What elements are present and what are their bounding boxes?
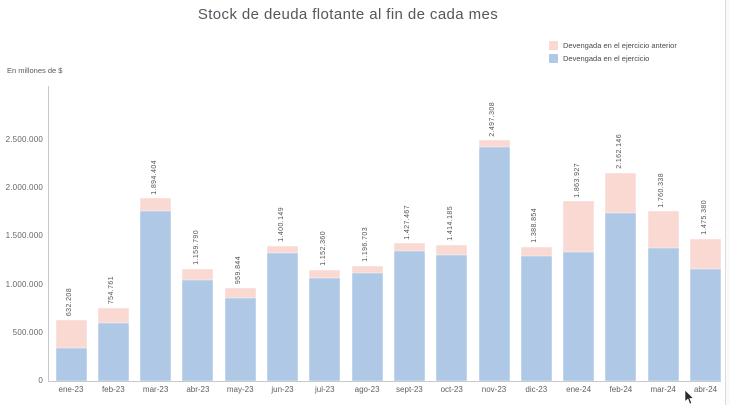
- bar-value-label: 1.475.380: [700, 200, 708, 235]
- bar-value-label: 1.400.149: [277, 207, 285, 243]
- bar-segment-ejercicio-anterior[interactable]: [309, 269, 341, 279]
- bar-segment-ejercicio[interactable]: [309, 278, 341, 381]
- legend-item[interactable]: Devengada en el ejercicio anterior: [549, 41, 677, 50]
- bar-segment-ejercicio[interactable]: [182, 280, 214, 381]
- scrollbar-track[interactable]: [725, 0, 730, 405]
- bar-segment-ejercicio-anterior[interactable]: [393, 243, 425, 252]
- bar-segment-ejercicio[interactable]: [605, 213, 637, 381]
- bar-value-label: 1.427.467: [404, 204, 412, 240]
- chart-legend: Devengada en el ejercicio anterior Deveng…: [549, 41, 677, 67]
- bar-segment-ejercicio-anterior[interactable]: [563, 201, 595, 253]
- bar-segment-ejercicio[interactable]: [267, 253, 298, 381]
- x-axis-tick-label: ene-24: [566, 385, 592, 394]
- x-axis-tick-label: nov-23: [481, 385, 507, 394]
- bar-segment-ejercicio[interactable]: [140, 211, 172, 381]
- bar-segment-ejercicio[interactable]: [520, 256, 552, 381]
- legend-label: Devengada en el ejercicio anterior: [563, 41, 677, 50]
- bar-segment-ejercicio[interactable]: [563, 252, 595, 381]
- x-axis-line: [48, 381, 721, 382]
- bar-value-label: 2.162.146: [615, 133, 623, 169]
- bar-segment-ejercicio[interactable]: [393, 251, 425, 381]
- bar-value-label: 1.414.185: [446, 205, 454, 241]
- bar-segment-ejercicio-anterior[interactable]: [647, 211, 679, 249]
- legend-swatch-icon: [549, 41, 558, 50]
- bar-value-label: 1.388.854: [531, 208, 539, 244]
- bar-value-label: 1.863.927: [573, 162, 581, 198]
- y-axis-tick-label: 500.000: [12, 327, 43, 337]
- bar-segment-ejercicio-anterior[interactable]: [267, 246, 298, 254]
- y-axis-unit-label: En millones de $: [7, 66, 63, 75]
- x-axis-tick-label: oct-23: [440, 385, 463, 394]
- x-axis-tick-label: abr-24: [693, 385, 718, 394]
- bar-value-label: 1.152.360: [319, 231, 327, 266]
- bar-segment-ejercicio-anterior[interactable]: [436, 244, 468, 256]
- bar-segment-ejercicio-anterior[interactable]: [55, 320, 87, 349]
- y-axis-tick-label: 1.000.000: [5, 279, 43, 289]
- y-axis-tick-label: 2.000.000: [5, 183, 43, 193]
- bar-value-label: 1.894.404: [150, 159, 158, 195]
- x-axis-tick-label: jun-23: [271, 385, 294, 394]
- x-axis-tick-label: feb-23: [101, 385, 125, 394]
- bar-value-label: 632.208: [66, 287, 73, 317]
- bar-segment-ejercicio[interactable]: [224, 298, 256, 381]
- bar-segment-ejercicio[interactable]: [351, 273, 383, 381]
- x-axis-tick-label: ago-23: [354, 385, 380, 394]
- y-axis-tick-label: 1.500.000: [5, 231, 43, 241]
- x-axis-tick-label: jul-23: [315, 385, 335, 394]
- legend-label: Devengada en el ejercicio: [563, 54, 650, 63]
- bar-segment-ejercicio-anterior[interactable]: [605, 172, 637, 214]
- bar-segment-ejercicio-anterior[interactable]: [97, 308, 129, 323]
- bar-segment-ejercicio-anterior[interactable]: [140, 198, 172, 212]
- bar-segment-ejercicio-anterior[interactable]: [182, 269, 214, 281]
- x-axis-tick-label: mar-23: [142, 385, 169, 394]
- bar-value-label: 2.497.308: [489, 101, 496, 137]
- bar-segment-ejercicio[interactable]: [478, 147, 510, 381]
- bar-value-label: 959.844: [235, 256, 243, 285]
- bar-segment-ejercicio[interactable]: [97, 322, 129, 381]
- legend-item[interactable]: Devengada en el ejercicio: [549, 54, 677, 63]
- bar-segment-ejercicio-anterior[interactable]: [520, 247, 552, 257]
- chart-title: Stock de deuda flotante al fin de cada m…: [197, 6, 499, 23]
- bar-segment-ejercicio[interactable]: [55, 348, 87, 381]
- x-axis-tick-label: ene-23: [58, 385, 84, 394]
- bar-segment-ejercicio-anterior[interactable]: [224, 288, 256, 299]
- bar-segment-ejercicio[interactable]: [436, 255, 468, 381]
- y-axis-line: [48, 86, 49, 381]
- x-axis-tick-label: feb-24: [609, 385, 633, 394]
- bar-segment-ejercicio-anterior[interactable]: [351, 265, 383, 274]
- bar-value-label: 1.159.790: [192, 230, 200, 266]
- bar-value-label: 754.761: [108, 276, 116, 305]
- bar-value-label: 1.196.703: [362, 226, 370, 262]
- bar-segment-ejercicio[interactable]: [690, 269, 721, 381]
- y-axis-tick-label: 2.500.000: [5, 135, 43, 144]
- bar-segment-ejercicio-anterior[interactable]: [478, 140, 510, 148]
- x-axis-tick-label: sept-23: [396, 385, 423, 394]
- x-axis-tick-label: mar-24: [650, 385, 676, 394]
- x-axis-tick-label: dic-23: [525, 385, 548, 394]
- x-axis-tick-label: may-23: [226, 385, 254, 394]
- bar-segment-ejercicio[interactable]: [647, 248, 679, 381]
- mouse-cursor: [684, 390, 695, 405]
- bar-segment-ejercicio-anterior[interactable]: [690, 238, 721, 270]
- bar-value-label: 1.760.338: [658, 172, 666, 208]
- legend-swatch-icon: [549, 54, 558, 63]
- y-axis-tick-label: 0: [38, 376, 43, 385]
- x-axis-tick-label: abr-23: [186, 385, 210, 394]
